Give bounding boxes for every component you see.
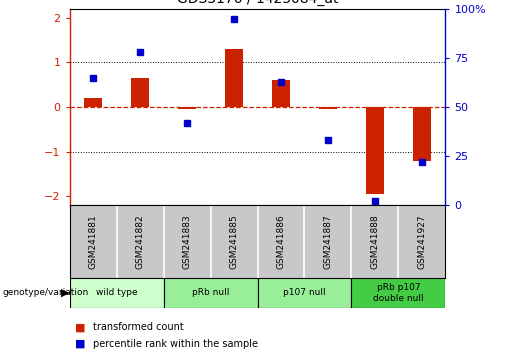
Bar xyxy=(225,49,244,107)
Bar xyxy=(178,107,196,109)
Text: GSM241885: GSM241885 xyxy=(230,214,238,269)
Title: GDS3176 / 1423084_at: GDS3176 / 1423084_at xyxy=(177,0,338,6)
Bar xyxy=(164,278,258,308)
Bar xyxy=(319,107,337,109)
Text: ■: ■ xyxy=(75,339,85,349)
Bar xyxy=(352,278,445,308)
Text: pRb p107
double null: pRb p107 double null xyxy=(373,283,424,303)
Text: genotype/variation: genotype/variation xyxy=(3,289,89,297)
Text: GSM241887: GSM241887 xyxy=(323,214,333,269)
Text: GSM241881: GSM241881 xyxy=(89,214,97,269)
Text: GSM241882: GSM241882 xyxy=(135,214,145,269)
Text: p107 null: p107 null xyxy=(283,289,326,297)
Text: GSM241888: GSM241888 xyxy=(370,214,380,269)
Bar xyxy=(366,107,384,194)
Bar xyxy=(413,107,432,161)
Text: wild type: wild type xyxy=(96,289,138,297)
Text: pRb null: pRb null xyxy=(192,289,229,297)
Text: ▶: ▶ xyxy=(61,288,70,298)
Bar xyxy=(83,98,102,107)
Bar xyxy=(131,78,149,107)
Text: GSM241883: GSM241883 xyxy=(182,214,192,269)
Text: GSM241886: GSM241886 xyxy=(277,214,285,269)
Text: GSM241927: GSM241927 xyxy=(418,214,426,269)
Bar xyxy=(70,278,164,308)
Bar xyxy=(258,278,352,308)
Bar xyxy=(271,80,290,107)
Text: percentile rank within the sample: percentile rank within the sample xyxy=(93,339,258,349)
Text: transformed count: transformed count xyxy=(93,322,183,332)
Text: ■: ■ xyxy=(75,322,85,332)
